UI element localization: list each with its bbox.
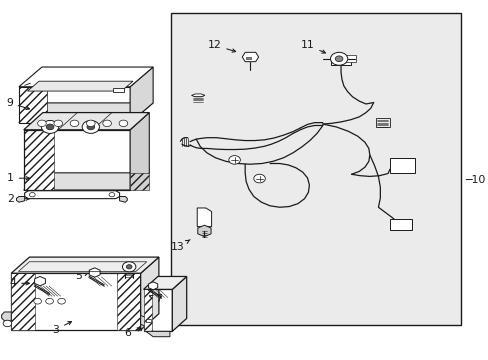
Circle shape	[126, 265, 132, 269]
Polygon shape	[141, 257, 159, 330]
Circle shape	[34, 298, 41, 304]
Bar	[331, 56, 350, 65]
Circle shape	[29, 193, 35, 197]
Text: 1: 1	[7, 173, 29, 183]
Text: 7: 7	[149, 294, 162, 304]
Polygon shape	[148, 282, 157, 290]
Circle shape	[253, 174, 265, 183]
Text: 5: 5	[75, 271, 88, 281]
Polygon shape	[23, 173, 149, 190]
Polygon shape	[197, 208, 211, 226]
Polygon shape	[145, 331, 169, 337]
Polygon shape	[35, 276, 45, 286]
Text: 2: 2	[7, 194, 29, 204]
Polygon shape	[197, 225, 211, 237]
Bar	[143, 289, 152, 331]
Polygon shape	[191, 94, 204, 97]
Circle shape	[70, 120, 79, 127]
Bar	[143, 289, 172, 331]
Text: ─10: ─10	[464, 175, 484, 185]
Text: 11: 11	[300, 40, 325, 53]
Text: 9: 9	[6, 98, 29, 109]
Bar	[130, 173, 149, 190]
Polygon shape	[89, 268, 100, 277]
Polygon shape	[130, 67, 153, 123]
Polygon shape	[130, 113, 149, 190]
Circle shape	[330, 52, 347, 65]
Polygon shape	[242, 52, 258, 62]
Polygon shape	[27, 81, 133, 91]
Circle shape	[109, 193, 115, 197]
Circle shape	[46, 298, 53, 304]
Circle shape	[54, 120, 62, 127]
Polygon shape	[1, 312, 11, 321]
Text: 12: 12	[207, 40, 235, 52]
Circle shape	[86, 120, 95, 127]
Polygon shape	[19, 67, 153, 87]
Text: 3: 3	[52, 321, 71, 334]
Bar	[375, 118, 389, 127]
Polygon shape	[143, 276, 186, 289]
Polygon shape	[17, 197, 24, 202]
Bar	[117, 273, 141, 330]
Bar	[11, 273, 141, 330]
Polygon shape	[120, 197, 127, 202]
Polygon shape	[19, 103, 153, 123]
Bar	[23, 130, 130, 190]
Bar	[170, 13, 460, 325]
Bar	[11, 273, 35, 330]
Circle shape	[38, 120, 46, 127]
Polygon shape	[172, 276, 186, 331]
Bar	[113, 88, 123, 92]
Polygon shape	[23, 113, 149, 130]
Circle shape	[87, 124, 95, 130]
Bar	[19, 87, 47, 123]
Text: 8: 8	[112, 261, 122, 271]
Polygon shape	[141, 316, 149, 327]
Bar	[19, 87, 130, 123]
Polygon shape	[24, 191, 120, 199]
Circle shape	[82, 121, 99, 134]
Circle shape	[41, 121, 59, 134]
Bar	[336, 55, 355, 62]
Circle shape	[228, 156, 240, 164]
Circle shape	[335, 56, 342, 62]
Circle shape	[122, 262, 136, 272]
Circle shape	[46, 124, 54, 130]
Bar	[145, 319, 150, 322]
Bar	[23, 130, 53, 190]
Bar	[389, 158, 414, 173]
Bar	[389, 219, 411, 230]
Circle shape	[102, 120, 111, 127]
Circle shape	[119, 120, 127, 127]
Text: 6: 6	[123, 328, 141, 338]
Text: 4: 4	[9, 278, 29, 288]
Circle shape	[3, 320, 12, 327]
Bar	[245, 57, 250, 59]
Text: 13: 13	[171, 240, 190, 252]
Polygon shape	[11, 257, 159, 273]
Circle shape	[58, 298, 65, 304]
